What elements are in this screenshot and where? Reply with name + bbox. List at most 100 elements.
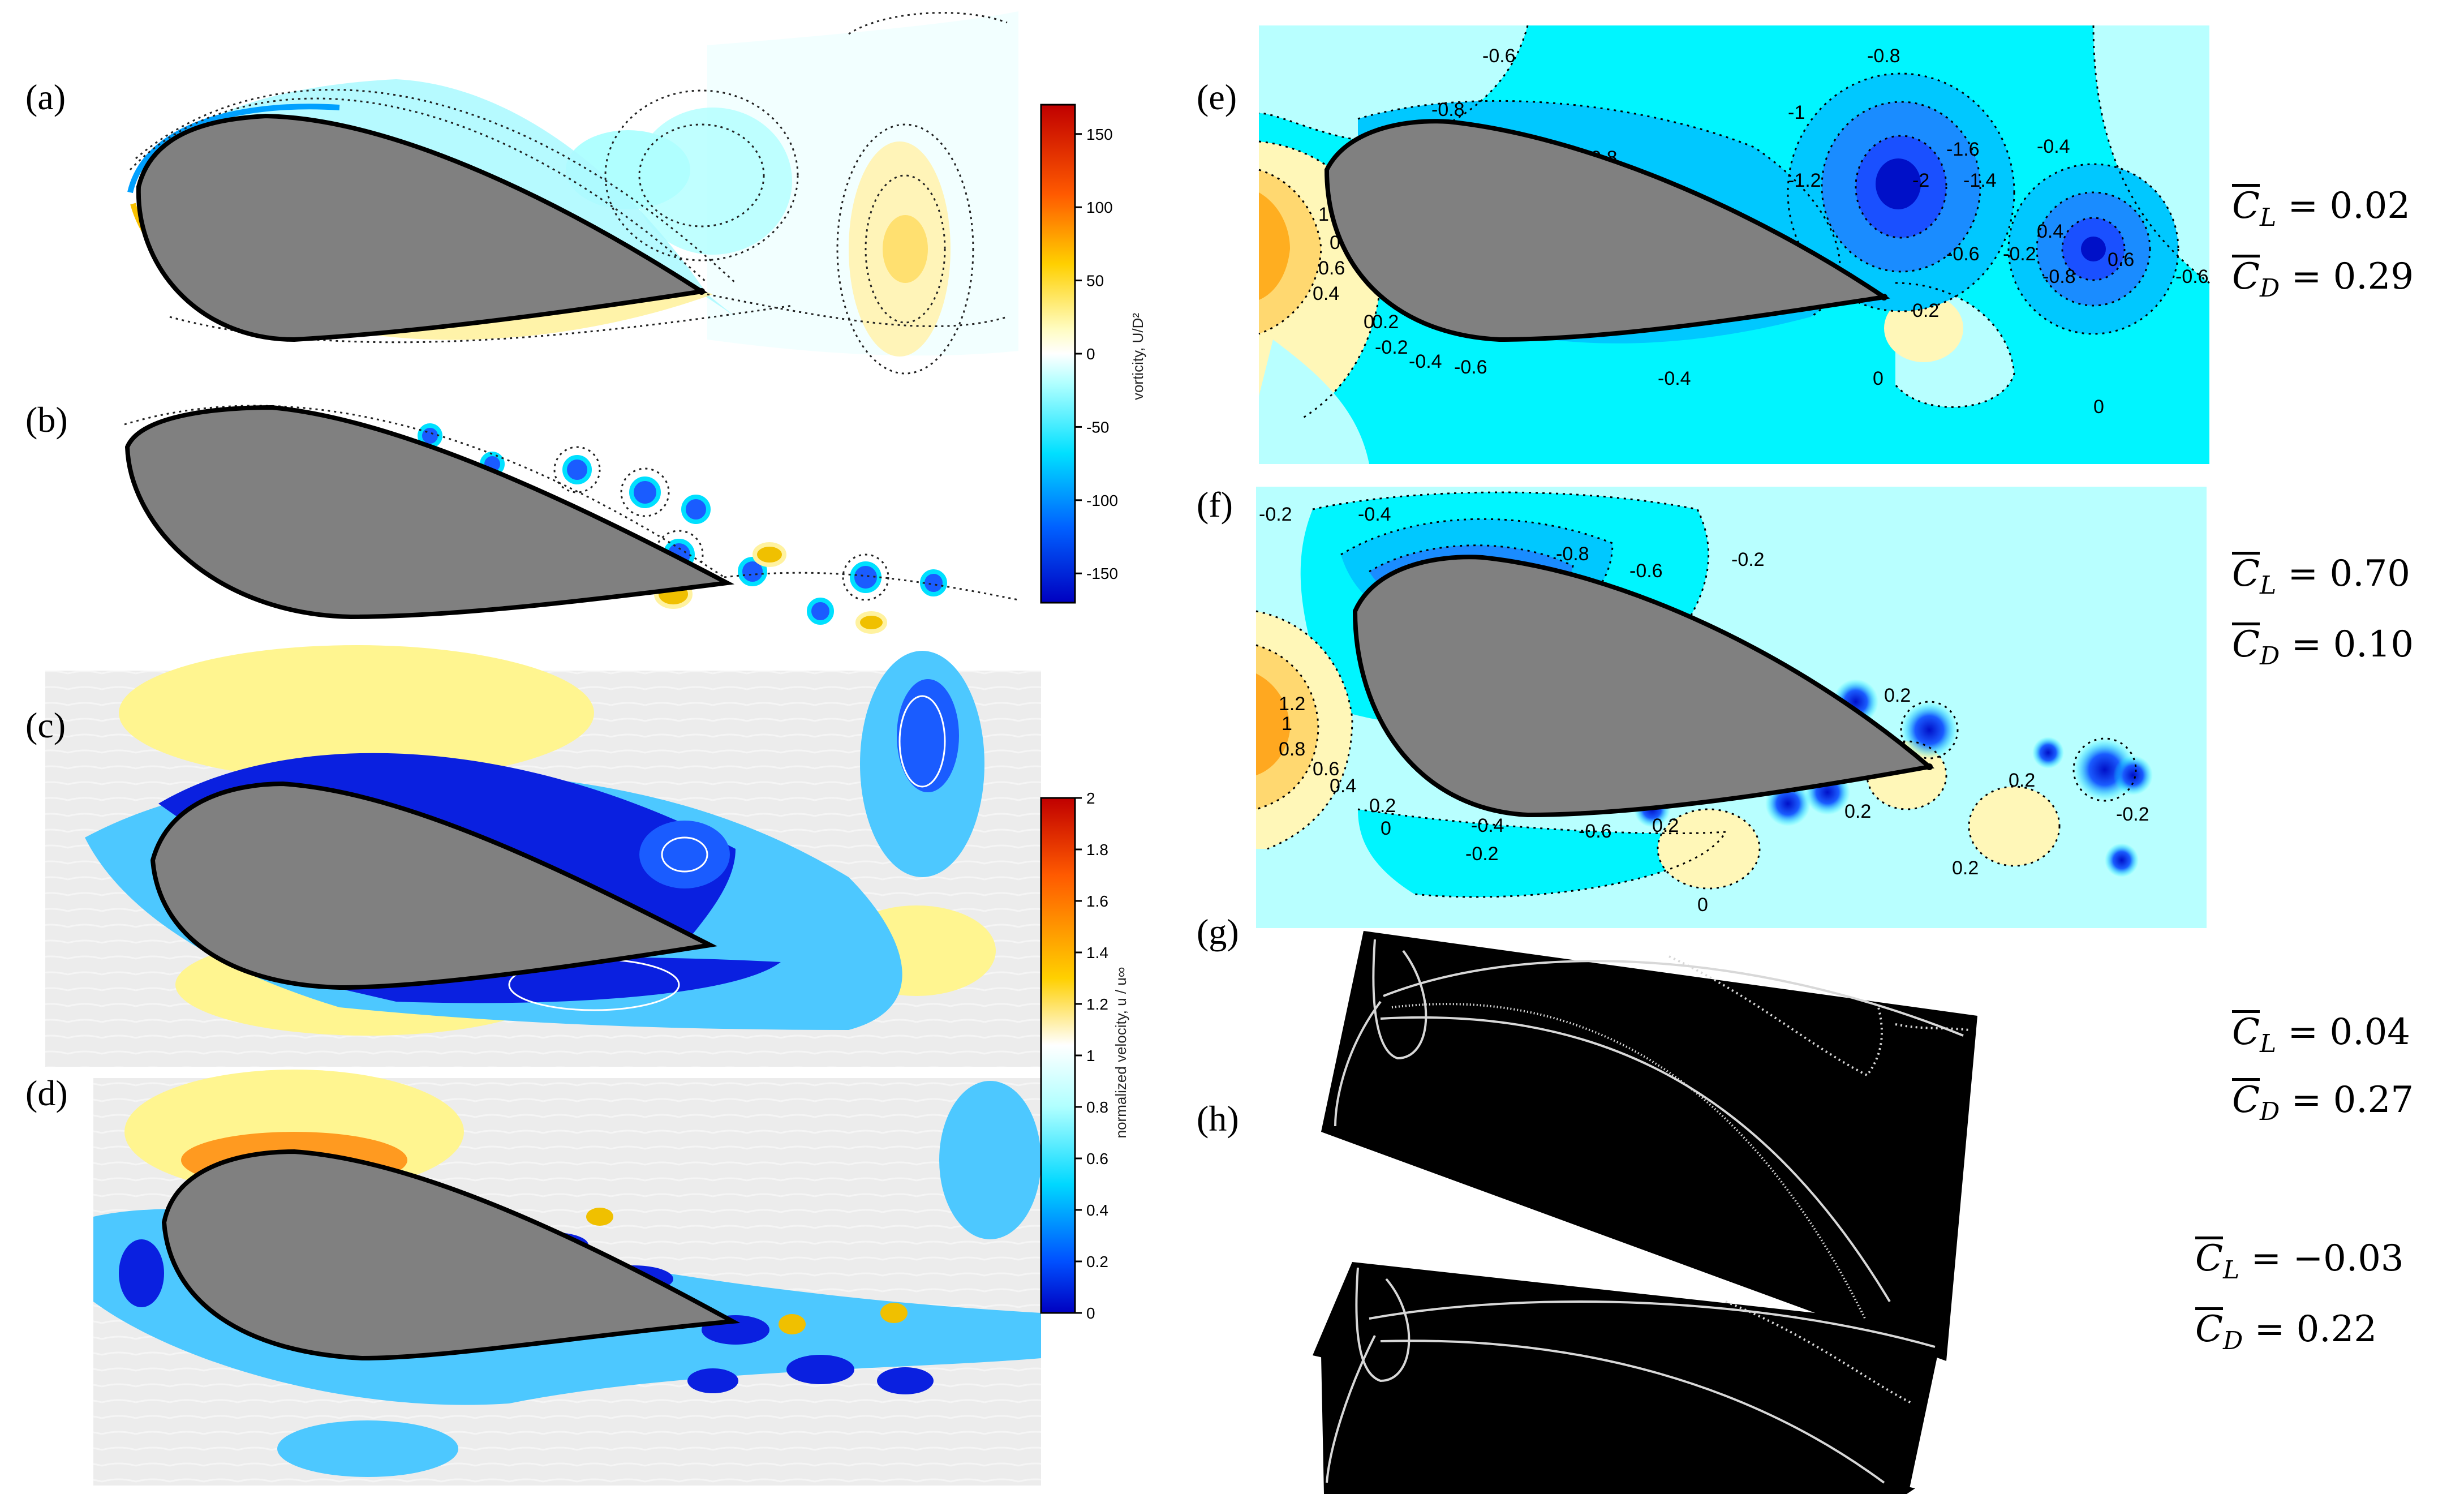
- cl-value: = 0.02: [2287, 185, 2410, 227]
- panel-label-e: (e): [1197, 77, 1237, 117]
- colorbar-vorticity-tick-label: 100: [1086, 199, 1113, 216]
- contour-label-e: 0.2: [1912, 300, 1939, 321]
- colorbar-vorticity-tick-label: -150: [1086, 565, 1118, 582]
- contour-label-f: 0.2: [1884, 685, 1911, 706]
- contour-label-e: -0.6: [2175, 266, 2209, 287]
- contour-label-f: 0.2: [1652, 815, 1679, 836]
- contour-label-f: -0.8: [1556, 543, 1589, 565]
- contour-label-e: -1.2: [1788, 170, 1821, 191]
- contour-label-e: -2: [1912, 170, 1929, 191]
- contour-label-e: 0.6: [2108, 249, 2134, 271]
- panel-label-f: (f): [1197, 484, 1233, 525]
- contour-label-e: -0.2: [1375, 337, 1408, 358]
- contour-label-e: -0.4: [1409, 351, 1442, 372]
- contour-label-f: -0.2: [2116, 804, 2149, 825]
- contour-label-f: -0.6: [1629, 560, 1663, 582]
- colorbar-vorticity-title: vorticity, U/D²: [1129, 313, 1146, 400]
- colorbar-velocity-tick-label: 1.2: [1086, 995, 1108, 1013]
- colorbar-velocity: 2 1.8 1.6 1.4 1.2 1 0.8 0.6 0.4 0.2 0 normalized v…: [1040, 789, 1129, 1322]
- contour-label-e: 0.4: [1313, 283, 1339, 304]
- colorbar-velocity-tick-label: 1: [1086, 1047, 1095, 1064]
- airfoil-d: [161, 1149, 741, 1361]
- cl-symbol: C: [2232, 184, 2260, 227]
- contour-label-f: 0.8: [1279, 739, 1305, 760]
- colorbar-vorticity-tick-label: -100: [1086, 492, 1118, 509]
- panel-h-streamlines: [1313, 1262, 1943, 1494]
- contour-label-f: -0.4: [1471, 815, 1504, 836]
- panel-label-c: (c): [25, 705, 66, 745]
- colorbar-velocity-tick-label: 0.6: [1086, 1150, 1108, 1167]
- panel-label-a: (a): [25, 77, 66, 117]
- contour-label-f: 1: [1282, 713, 1292, 735]
- contour-label-f: 0.6: [1313, 758, 1339, 780]
- contour-label-f: 0.2: [1952, 857, 1979, 879]
- contour-label-e: -1: [1788, 102, 1805, 123]
- contour-label-e: -0.8: [2042, 266, 2076, 287]
- contour-label-f: 0.2: [2009, 770, 2035, 791]
- contour-label-e: -0.4: [1658, 368, 1691, 389]
- panel-label-b: (b): [25, 400, 68, 440]
- contour-label-e: -0.2: [2003, 243, 2036, 265]
- contour-label-e: -0.6: [1946, 243, 1980, 265]
- panel-g-streamlines: [1321, 931, 1977, 1361]
- colorbar-velocity-tick-label: 2: [1086, 789, 1095, 807]
- trailing-edge-marks: [698, 288, 1933, 770]
- cd-symbol: C: [2232, 255, 2260, 298]
- colorbar-velocity-tick-label: 1.8: [1086, 841, 1108, 858]
- contour-label-f: 0.2: [1844, 801, 1871, 822]
- colorbar-velocity-tick-label: 1.4: [1086, 944, 1108, 961]
- coef-e-cl: CL = 0.02: [2232, 184, 2410, 232]
- contour-label-e: 0: [1873, 368, 1884, 389]
- coef-f-cl: CL = 0.70: [2232, 552, 2410, 600]
- colorbar-vorticity-tick-label: -50: [1086, 418, 1109, 436]
- colorbar-vorticity: 150 100 50 0 -50 -100 -150 vorticity, U/D²: [1040, 104, 1146, 604]
- contour-label-f: -0.2: [1731, 549, 1765, 570]
- contour-label-f: -0.6: [1579, 821, 1612, 842]
- coef-e-cd: CD = 0.29: [2232, 255, 2414, 303]
- contour-label-f: -0.2: [1465, 843, 1499, 865]
- contour-label-e: -0.6: [1454, 357, 1487, 378]
- colorbar-velocity-title: normalized velocity, u / u∞: [1112, 967, 1129, 1139]
- coef-g-cd: CD = 0.27: [2232, 1078, 2414, 1126]
- airfoil-e: [1324, 119, 1890, 342]
- coef-f-cd: CD = 0.10: [2232, 622, 2414, 671]
- contour-label-f: 0.4: [1330, 775, 1356, 797]
- contour-label-e: 0: [2093, 396, 2104, 418]
- colorbar-vorticity-tick-label: 0: [1086, 345, 1095, 363]
- contour-label-f: 0: [1697, 894, 1708, 916]
- panel-label-h: (h): [1197, 1098, 1239, 1139]
- contour-label-e: -0.6: [1482, 45, 1516, 67]
- contour-label-e: 1: [1318, 204, 1329, 225]
- coef-h-cl: CL = −0.03: [2195, 1237, 2404, 1285]
- panel-label-d: (d): [25, 1073, 68, 1113]
- colorbar-velocity-tick-label: 0.2: [1086, 1253, 1108, 1270]
- colorbar-velocity-tick-label: 0.4: [1086, 1201, 1108, 1219]
- contour-label-e: -0.4: [2037, 136, 2070, 157]
- airfoil-c: [150, 781, 717, 990]
- contour-label-e: -0.8: [1867, 45, 1900, 67]
- contour-label-f: -0.2: [1259, 504, 1292, 525]
- airfoil-b: [124, 405, 735, 620]
- panel-label-g: (g): [1197, 912, 1239, 952]
- contour-label-e: 0.4: [2037, 221, 2063, 242]
- contour-label-f: -0.4: [1358, 504, 1391, 525]
- colorbar-velocity-tick-label: 0: [1086, 1304, 1095, 1322]
- contour-label-e: -0.8: [1431, 99, 1465, 121]
- colorbar-velocity-tick-label: 0.8: [1086, 1098, 1108, 1116]
- contour-label-f: 1.2: [1279, 693, 1305, 715]
- contour-label-f: 0.2: [1369, 795, 1396, 817]
- contour-label-e: 0.2: [1372, 311, 1399, 333]
- contour-label-e: -1.4: [1963, 170, 1997, 191]
- contour-label-e: -1.6: [1946, 139, 1980, 160]
- coef-g-cl: CL = 0.04: [2232, 1010, 2410, 1058]
- airfoil-shapes: [124, 113, 1935, 1361]
- contour-label-e: 0.6: [1318, 257, 1345, 279]
- airfoil-f: [1352, 555, 1935, 818]
- colorbar-velocity-tick-label: 1.6: [1086, 892, 1108, 910]
- colorbar-vorticity-tick-label: 50: [1086, 272, 1104, 290]
- contour-label-f: 0: [1381, 818, 1391, 839]
- coef-h-cd: CD = 0.22: [2195, 1307, 2377, 1355]
- cd-value: = 0.29: [2291, 256, 2414, 298]
- colorbar-vorticity-tick-label: 150: [1086, 126, 1113, 143]
